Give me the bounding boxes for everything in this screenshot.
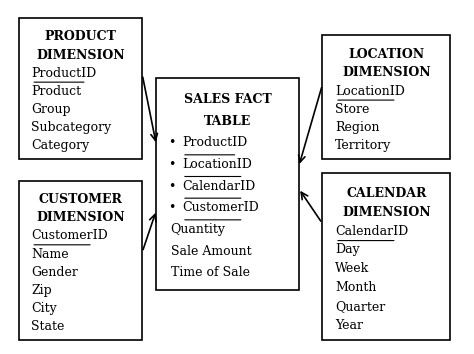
Text: PRODUCT: PRODUCT	[45, 30, 117, 44]
Text: Name: Name	[31, 247, 69, 261]
FancyBboxPatch shape	[19, 18, 142, 159]
Text: Week: Week	[335, 262, 369, 275]
Text: Time of Sale: Time of Sale	[171, 267, 250, 279]
Text: CustomerID: CustomerID	[182, 201, 259, 215]
Text: Category: Category	[31, 139, 90, 152]
Text: •: •	[168, 180, 175, 193]
Text: ProductID: ProductID	[31, 67, 97, 80]
Text: Group: Group	[31, 103, 71, 116]
Text: Day: Day	[335, 244, 360, 256]
Text: Zip: Zip	[31, 284, 52, 297]
Text: Sale Amount: Sale Amount	[171, 245, 251, 258]
Text: DIMENSION: DIMENSION	[36, 48, 125, 62]
Text: Product: Product	[31, 85, 82, 98]
Text: Territory: Territory	[335, 139, 392, 152]
Text: SALES FACT: SALES FACT	[183, 93, 272, 106]
Text: •: •	[168, 158, 175, 171]
Text: DIMENSION: DIMENSION	[342, 206, 430, 219]
Text: LOCATION: LOCATION	[348, 48, 424, 61]
Text: City: City	[31, 302, 57, 315]
Text: Store: Store	[335, 103, 370, 116]
Text: Subcategory: Subcategory	[31, 121, 111, 134]
Text: LocationID: LocationID	[182, 158, 252, 171]
Text: State: State	[31, 320, 64, 333]
Text: CalendarID: CalendarID	[335, 224, 409, 238]
Text: Quarter: Quarter	[335, 300, 385, 313]
Text: LocationID: LocationID	[335, 85, 405, 98]
FancyBboxPatch shape	[156, 78, 299, 290]
Text: Region: Region	[335, 121, 380, 134]
Text: CALENDAR: CALENDAR	[346, 187, 427, 200]
FancyBboxPatch shape	[322, 35, 450, 159]
Text: Quantity: Quantity	[171, 223, 226, 236]
Text: Gender: Gender	[31, 266, 78, 279]
Text: DIMENSION: DIMENSION	[342, 67, 430, 79]
Text: CalendarID: CalendarID	[182, 180, 255, 193]
Text: •: •	[168, 136, 175, 149]
Text: •: •	[168, 201, 175, 215]
Text: Month: Month	[335, 281, 376, 294]
Text: DIMENSION: DIMENSION	[36, 211, 125, 224]
Text: CustomerID: CustomerID	[31, 229, 108, 242]
Text: ProductID: ProductID	[182, 136, 247, 149]
Text: TABLE: TABLE	[204, 115, 251, 128]
Text: CUSTOMER: CUSTOMER	[39, 193, 122, 206]
FancyBboxPatch shape	[19, 181, 142, 340]
Text: Year: Year	[335, 319, 363, 332]
FancyBboxPatch shape	[322, 173, 450, 340]
